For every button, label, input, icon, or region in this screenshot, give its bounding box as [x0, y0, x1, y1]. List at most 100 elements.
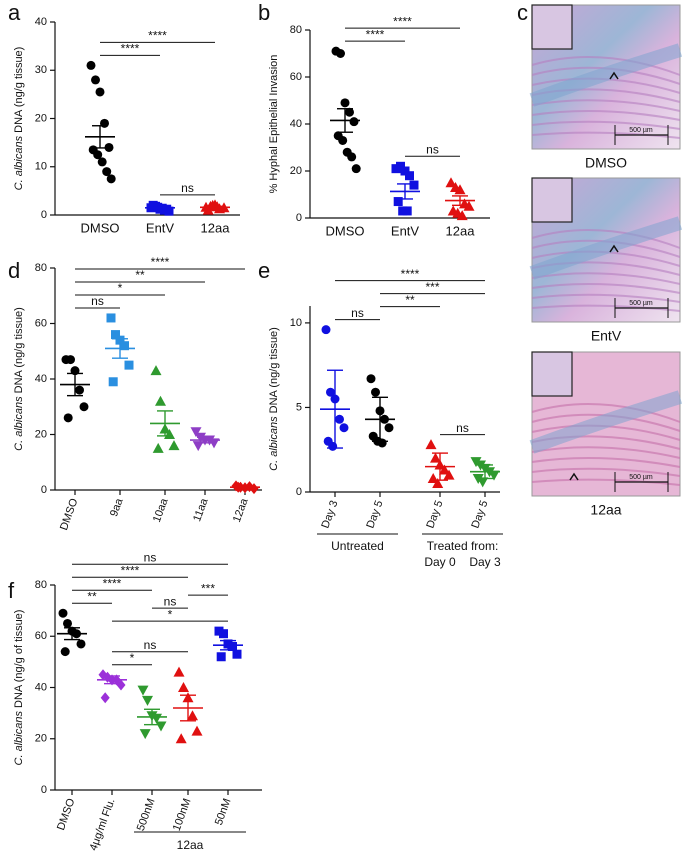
point [66, 355, 75, 365]
significance-label: **** [121, 42, 140, 56]
point [58, 608, 68, 618]
point [339, 423, 349, 433]
point [349, 117, 359, 127]
significance-label: * [130, 651, 135, 665]
point [477, 477, 489, 488]
tissue-stripe [531, 283, 681, 294]
panel-letter: a [8, 0, 21, 25]
image-label: EntV [591, 328, 622, 344]
y-tick-label: 20 [35, 112, 47, 124]
epithelium [529, 43, 683, 107]
y-tick-label: 0 [41, 784, 47, 796]
point [168, 440, 180, 451]
significance-label: ** [87, 589, 97, 603]
tissue-stripe [531, 120, 681, 130]
arrowhead [569, 472, 579, 481]
tissue-stripe [531, 304, 681, 312]
point [150, 365, 162, 376]
point [347, 152, 357, 162]
tissue-stripe [531, 446, 681, 459]
y-tick-label: 10 [35, 161, 47, 173]
error-bar [477, 464, 493, 480]
group-label: 12aa [177, 838, 204, 852]
point [155, 721, 167, 732]
point [175, 733, 187, 744]
y-tick-label: 0 [41, 209, 47, 221]
point [456, 210, 468, 221]
group-label: Untreated [331, 539, 384, 553]
point [100, 692, 110, 704]
x-tick-label: Day 3 [319, 499, 340, 530]
y-label-italic: C. albicans [268, 416, 280, 471]
point [106, 174, 116, 184]
point [191, 725, 203, 736]
y-label-text: DNA (ng/g of tissue) [13, 610, 25, 708]
y-axis-label: C. albicans DNA (ng/g of tissue) [13, 610, 25, 766]
point [425, 439, 437, 450]
tissue-stripe [531, 457, 681, 468]
point [366, 374, 376, 384]
y-tick-label: 60 [290, 71, 302, 83]
histology-image: 500 µm [529, 351, 683, 497]
x-tick-label: EntV [146, 220, 175, 235]
point [336, 49, 345, 58]
point [63, 413, 73, 423]
error-bar [337, 108, 353, 133]
panel-letter: e [258, 258, 270, 283]
point [328, 441, 338, 451]
x-tick-label: 9aa [108, 496, 126, 518]
error-bar [207, 205, 223, 209]
point [249, 483, 259, 495]
histology-image: 500 µm [529, 4, 683, 150]
error-bar [144, 708, 160, 726]
group-sublabel: Day 3 [469, 555, 501, 569]
error-bar [372, 396, 388, 442]
point [75, 385, 84, 395]
arrowhead [609, 244, 619, 253]
significance-label: * [168, 607, 173, 621]
error-bar [64, 627, 80, 641]
x-tick-label: DMSO [326, 223, 365, 238]
significance-label: ** [405, 293, 415, 307]
point [142, 695, 153, 706]
point [219, 629, 228, 639]
tissue-stripe [531, 99, 681, 112]
point [228, 642, 237, 651]
significance-label: ns [91, 294, 104, 308]
point [120, 341, 129, 351]
significance-label: ns [456, 421, 469, 435]
x-tick-label: 500nM [135, 797, 158, 833]
panel-letter: b [258, 0, 270, 25]
error-bar [180, 694, 196, 722]
arrowhead [609, 71, 619, 80]
error-bar [104, 675, 120, 685]
point [95, 87, 105, 97]
error-bar [112, 338, 128, 359]
epithelium [529, 390, 683, 454]
y-tick-label: 20 [35, 733, 47, 745]
error-bar [197, 436, 213, 444]
point [232, 649, 242, 659]
significance-label: * [118, 281, 123, 295]
point [384, 423, 394, 433]
y-tick-label: 0 [296, 212, 302, 224]
group-sublabel: Day 0 [424, 555, 456, 569]
point [377, 438, 387, 448]
error-bar [92, 125, 108, 149]
x-tick-label: 10aa [151, 496, 171, 524]
tissue-stripe [531, 403, 681, 423]
point [400, 166, 410, 176]
y-label-text: DNA (ng/g tissue) [13, 307, 25, 393]
y-label-text: DNA (ng/g tissue) [13, 47, 25, 133]
significance-label: ns [351, 306, 364, 320]
point [488, 470, 500, 481]
point [405, 171, 414, 181]
x-tick-label: DMSO [81, 220, 120, 235]
y-label-text: % Hyphal Epithelial Invasion [268, 55, 280, 194]
tissue-stripe [531, 131, 681, 139]
scale-label: 500 µm [629, 300, 653, 307]
y-tick-label: 40 [35, 373, 47, 385]
point [351, 164, 361, 174]
y-tick-label: 60 [35, 317, 47, 329]
point [86, 60, 96, 70]
